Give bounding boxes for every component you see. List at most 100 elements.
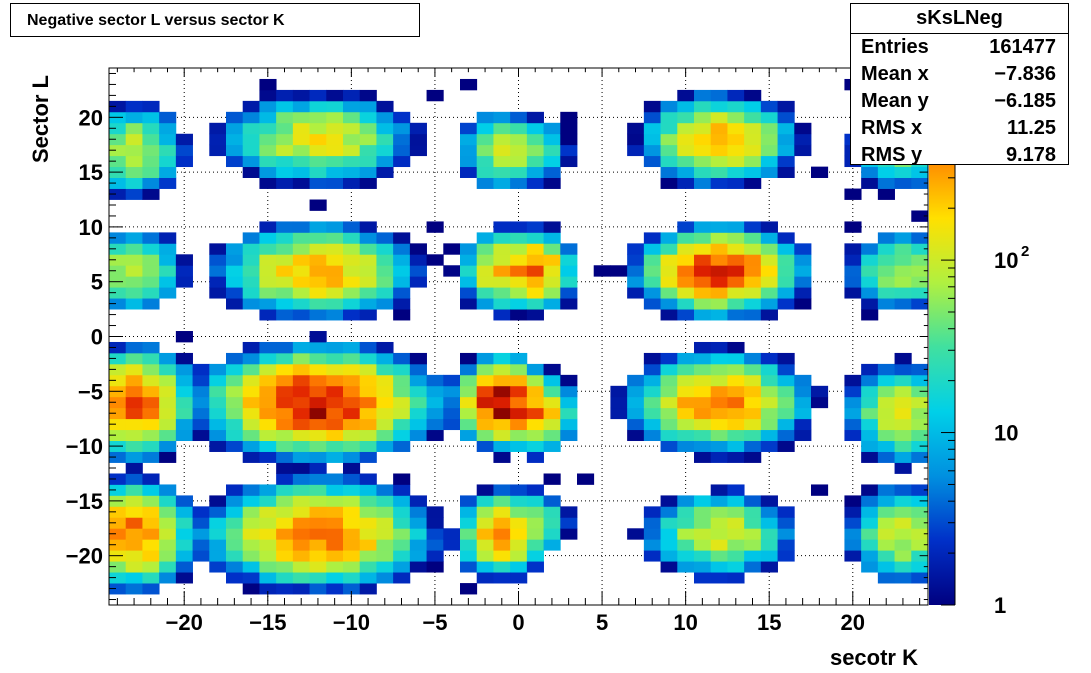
heatmap-cell xyxy=(359,506,377,518)
heatmap-cell xyxy=(393,287,411,299)
heatmap-cell xyxy=(643,429,661,442)
heatmap-cell xyxy=(343,385,361,398)
heatmap-cell xyxy=(627,122,645,135)
heatmap-cell xyxy=(175,418,193,431)
heatmap-cell xyxy=(159,506,177,518)
heatmap-cell xyxy=(660,495,678,507)
heatmap-cell xyxy=(526,254,544,266)
heatmap-cell xyxy=(359,517,377,529)
heatmap-cell xyxy=(309,440,327,452)
heatmap-cell xyxy=(476,287,494,299)
heatmap-cell xyxy=(710,100,728,113)
heatmap-cell xyxy=(460,243,478,255)
heatmap-cell xyxy=(894,298,912,310)
heatmap-cell xyxy=(861,484,879,496)
heatmap-cell xyxy=(526,484,544,496)
heatmap-cell xyxy=(343,276,361,288)
heatmap-cell xyxy=(560,287,578,299)
heatmap-cell xyxy=(326,429,344,442)
heatmap-cell xyxy=(409,352,427,365)
heatmap-cell xyxy=(777,155,795,168)
heatmap-cell xyxy=(343,374,361,387)
heatmap-cell xyxy=(476,418,494,431)
heatmap-cell xyxy=(560,528,578,540)
heatmap-cell xyxy=(760,133,778,146)
heatmap-cell xyxy=(794,298,812,310)
heatmap-cell xyxy=(911,243,929,255)
heatmap-cell xyxy=(911,298,929,310)
heatmap-cell xyxy=(476,550,494,562)
heatmap-cell xyxy=(694,385,712,398)
heatmap-cell xyxy=(376,155,394,168)
heatmap-cell xyxy=(760,385,778,398)
heatmap-cell xyxy=(694,429,712,442)
heatmap-cell xyxy=(643,100,661,113)
heatmap-cell xyxy=(627,254,645,266)
heatmap-cell xyxy=(510,484,528,496)
heatmap-cell xyxy=(226,418,244,431)
heatmap-cell xyxy=(326,550,344,562)
heatmap-cell xyxy=(276,429,294,442)
heatmap-cell xyxy=(694,440,712,452)
heatmap-cell xyxy=(242,276,260,288)
heatmap-cell xyxy=(710,407,728,420)
heatmap-cell xyxy=(343,166,361,178)
heatmap-cell xyxy=(109,484,127,496)
heatmap-cell xyxy=(643,407,661,420)
heatmap-cell xyxy=(844,243,862,255)
heatmap-cell xyxy=(242,144,260,157)
heatmap-cell xyxy=(911,517,929,529)
heatmap-cell xyxy=(376,506,394,518)
heatmap-cell xyxy=(409,385,427,398)
heatmap-cell xyxy=(175,155,193,168)
heatmap-cell xyxy=(660,276,678,288)
heatmap-cell xyxy=(409,265,427,277)
heatmap-cell xyxy=(393,276,411,288)
heatmap-cell xyxy=(159,451,177,463)
heatmap-cell xyxy=(175,396,193,409)
heatmap-cell xyxy=(326,418,344,431)
heatmap-cell xyxy=(777,232,795,244)
heatmap-cell xyxy=(192,539,210,551)
heatmap-cell xyxy=(259,309,277,321)
heatmap-cell xyxy=(493,243,511,255)
heatmap-cell xyxy=(142,243,160,255)
heatmap-cell xyxy=(309,517,327,529)
heatmap-cell xyxy=(292,363,310,376)
heatmap-cell xyxy=(309,506,327,518)
heatmap-cell xyxy=(209,363,227,376)
heatmap-cell xyxy=(694,232,712,244)
heatmap-cell xyxy=(627,276,645,288)
heatmap-cell xyxy=(426,418,444,431)
heatmap-cell xyxy=(677,418,695,431)
heatmap-cell xyxy=(861,298,879,310)
heatmap-cell xyxy=(359,177,377,189)
heatmap-cell xyxy=(526,506,544,518)
heatmap-cell xyxy=(443,385,461,398)
heatmap-cell xyxy=(510,550,528,562)
heatmap-cell xyxy=(376,374,394,387)
heatmap-cell xyxy=(159,440,177,452)
heatmap-cell xyxy=(142,144,160,157)
heatmap-cell xyxy=(777,418,795,431)
heatmap-cell xyxy=(125,100,143,113)
heatmap-cell xyxy=(476,254,494,266)
heatmap-cell xyxy=(677,363,695,376)
heatmap-cell xyxy=(794,265,812,277)
heatmap-cell xyxy=(292,89,310,102)
heatmap-cell xyxy=(226,550,244,562)
heatmap-cell xyxy=(109,188,127,200)
heatmap-cell xyxy=(894,374,912,387)
heatmap-cell xyxy=(142,122,160,135)
heatmap-cell xyxy=(343,243,361,255)
heatmap-cell xyxy=(510,309,528,321)
heatmap-cell xyxy=(894,385,912,398)
heatmap-cell xyxy=(476,166,494,178)
heatmap-cell xyxy=(226,484,244,496)
heatmap-cell xyxy=(309,265,327,277)
heatmap-cell xyxy=(660,298,678,310)
heatmap-cell xyxy=(560,133,578,146)
heatmap-cell xyxy=(493,221,511,233)
heatmap-cell xyxy=(777,111,795,124)
heatmap-cell xyxy=(159,144,177,157)
